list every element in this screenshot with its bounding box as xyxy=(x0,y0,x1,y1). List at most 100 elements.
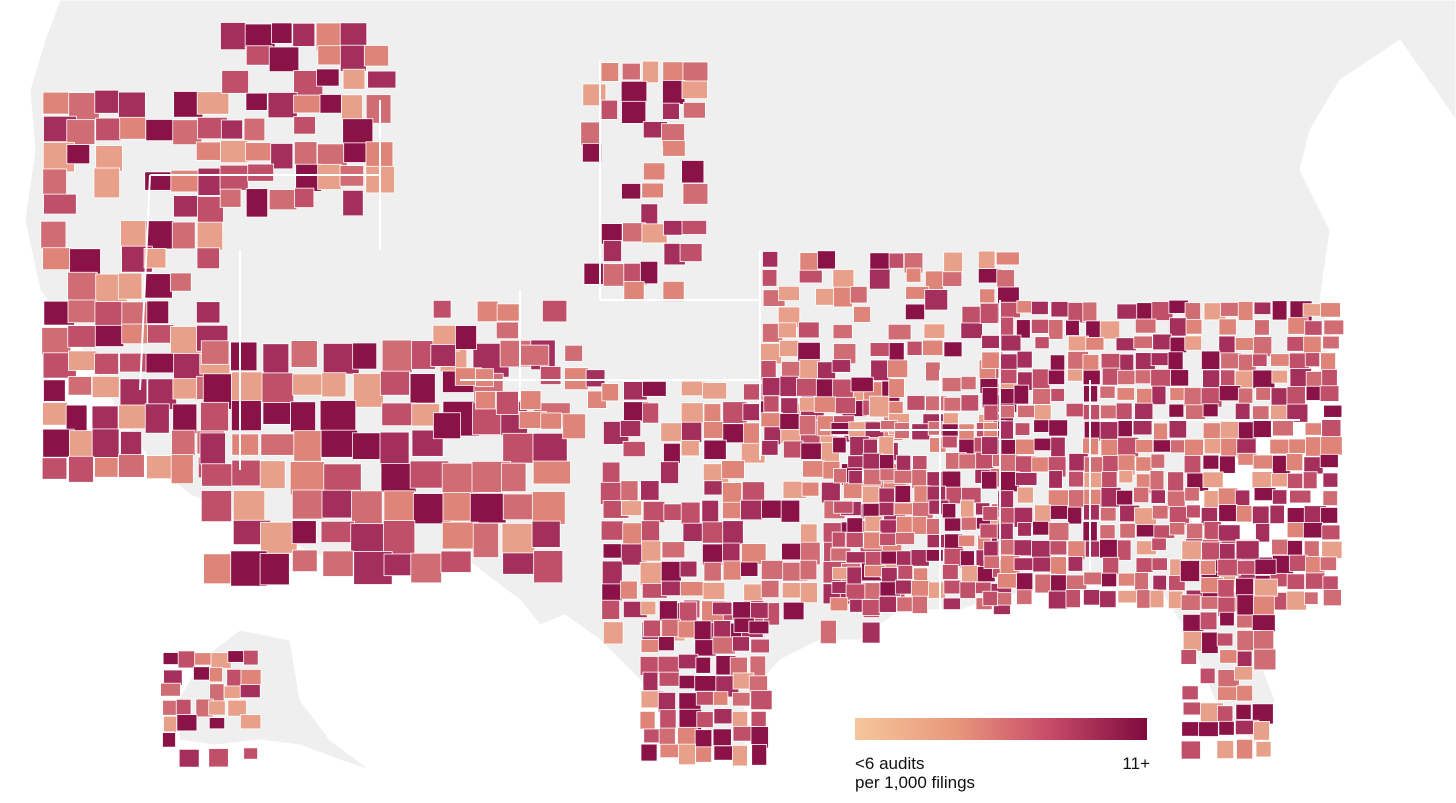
county-cell xyxy=(942,597,961,610)
county-cell xyxy=(469,492,507,524)
county-cell xyxy=(1101,367,1121,386)
county-cell xyxy=(660,461,679,484)
county-cell xyxy=(1234,402,1251,420)
county-cell xyxy=(602,263,627,287)
county-cell xyxy=(712,636,736,655)
county-cell xyxy=(66,119,96,145)
county-cell xyxy=(1185,318,1203,335)
county-cell xyxy=(244,23,276,49)
county-cell xyxy=(94,301,126,329)
county-cell xyxy=(1016,572,1034,592)
county-cell xyxy=(160,682,181,697)
county-cell xyxy=(943,396,962,412)
county-cell xyxy=(1234,666,1254,681)
county-cell xyxy=(621,100,647,124)
county-cell xyxy=(923,323,946,339)
county-cell xyxy=(832,436,847,454)
county-cell xyxy=(120,431,143,458)
county-cell xyxy=(678,674,696,690)
county-cell xyxy=(1269,504,1285,524)
county-cell xyxy=(383,490,415,524)
county-cell xyxy=(1065,319,1080,336)
county-cell xyxy=(1151,557,1168,571)
county-cell xyxy=(162,732,176,748)
county-cell xyxy=(712,601,733,616)
county-cell xyxy=(143,273,173,299)
county-cell xyxy=(1286,573,1305,590)
county-cell xyxy=(701,499,720,525)
county-cell xyxy=(1169,317,1187,337)
county-cell xyxy=(145,220,175,250)
county-cell xyxy=(845,551,866,564)
county-cell xyxy=(979,523,1000,539)
county-cell xyxy=(680,501,701,526)
county-cell xyxy=(663,220,685,236)
county-cell xyxy=(267,92,298,119)
county-cell xyxy=(172,119,203,146)
county-cell xyxy=(441,521,479,550)
county-cell xyxy=(703,561,722,582)
county-cell xyxy=(779,413,800,430)
county-cell xyxy=(1065,402,1085,418)
county-cell xyxy=(291,520,317,545)
county-cell xyxy=(42,402,69,426)
county-cell xyxy=(245,142,272,162)
county-cell xyxy=(1302,471,1318,490)
county-cell xyxy=(1321,524,1341,541)
county-cell xyxy=(289,461,326,496)
county-cell xyxy=(1180,594,1201,611)
county-cell xyxy=(695,746,712,763)
county-cell xyxy=(816,250,836,270)
county-cell xyxy=(820,481,841,504)
county-cell xyxy=(661,580,681,597)
county-cell xyxy=(998,368,1018,385)
county-cell xyxy=(799,582,818,604)
county-cell xyxy=(1034,504,1052,525)
county-cell xyxy=(1099,385,1116,399)
county-cell xyxy=(981,436,999,455)
county-cell xyxy=(350,523,384,553)
county-cell xyxy=(1099,421,1119,442)
county-cell xyxy=(195,141,222,161)
county-cell xyxy=(1323,319,1345,336)
county-cell xyxy=(1320,436,1343,456)
county-cell xyxy=(1202,454,1220,470)
county-cell xyxy=(1050,574,1067,592)
county-cell xyxy=(1034,336,1050,350)
legend-min-sublabel: per 1,000 filings xyxy=(855,773,976,792)
county-cell xyxy=(42,247,74,271)
county-cell xyxy=(68,350,98,371)
county-cell xyxy=(293,94,323,114)
county-cell xyxy=(496,303,520,322)
county-cell xyxy=(352,342,378,370)
county-cell xyxy=(981,470,998,490)
county-cell xyxy=(170,454,194,485)
county-cell xyxy=(564,344,583,362)
county-cell xyxy=(230,341,258,372)
county-cell xyxy=(943,341,963,358)
county-cell xyxy=(880,550,898,565)
county-cell xyxy=(601,560,623,585)
county-cell xyxy=(245,188,269,218)
county-cell xyxy=(1322,472,1339,488)
county-cell xyxy=(93,167,121,199)
county-cell xyxy=(1117,369,1136,386)
color-legend: <6 audits per 1,000 filings 11+ xyxy=(855,718,1150,792)
county-cell xyxy=(897,564,914,580)
county-cell xyxy=(1135,439,1154,453)
county-cell xyxy=(713,708,733,725)
county-cell xyxy=(1169,521,1186,536)
county-cell xyxy=(118,404,149,430)
county-cell xyxy=(291,489,326,520)
county-cell xyxy=(177,650,196,669)
county-cell xyxy=(944,517,962,532)
county-cell xyxy=(1065,589,1081,609)
county-cell xyxy=(905,303,926,321)
county-cell xyxy=(91,428,120,458)
county-cell xyxy=(780,499,801,523)
county-cell xyxy=(118,454,145,478)
county-cell xyxy=(1285,453,1304,472)
county-cell xyxy=(1287,472,1304,489)
county-cell xyxy=(620,80,648,103)
county-cell xyxy=(1000,405,1015,419)
